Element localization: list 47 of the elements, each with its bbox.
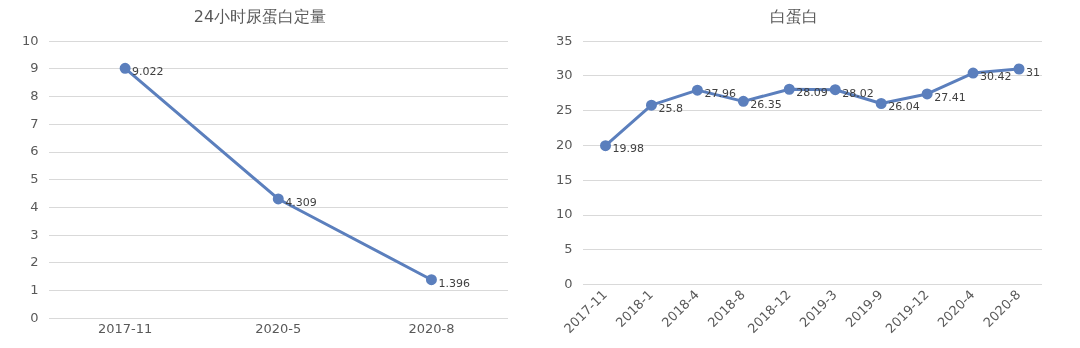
y-tick-label: 0 [30,309,39,325]
point [875,98,887,109]
data-label: 31 [1026,65,1041,79]
point [921,88,933,100]
y-tick-label: 15 [556,171,573,187]
y-tick-label: 8 [30,88,39,104]
y-tick-label: 5 [564,241,573,257]
data-label: 30.42 [980,69,1012,83]
data-label: 19.98 [612,142,645,156]
point [1013,63,1025,75]
y-tick-label: 25 [556,102,573,118]
chart-title: 24小时尿蛋白定量 [193,6,327,26]
point [737,95,749,107]
y-tick-label: 10 [556,206,573,222]
data-label: 1.396 [438,276,470,290]
y-tick-label: 5 [30,171,39,187]
x-tick-label: 2020-5 [255,320,302,336]
data-label: 26.35 [750,98,782,112]
data-label: 26.04 [888,100,920,114]
point [691,84,703,96]
y-tick-label: 7 [30,115,39,131]
data-label: 9.022 [132,65,164,79]
data-label: 25.8 [658,102,683,116]
x-tick-label: 2017-11 [97,320,153,336]
y-tick-label: 3 [30,226,39,242]
point [272,193,284,205]
chart-title: 白蛋白 [770,6,818,26]
x-tick-label: 2020-8 [408,320,455,336]
y-tick-label: 9 [30,60,39,76]
point [600,140,612,152]
y-tick-label: 6 [30,143,39,159]
y-tick-label: 35 [556,32,573,48]
point [425,274,437,286]
y-tick-label: 0 [564,275,573,291]
y-tick-label: 20 [556,136,573,152]
point [967,67,979,79]
data-label: 27.41 [934,90,966,104]
data-label: 4.309 [285,195,317,209]
y-tick-label: 4 [30,198,39,214]
point [829,84,841,96]
y-tick-label: 2 [30,254,39,270]
y-tick-label: 1 [30,282,39,298]
y-tick-label: 10 [22,32,39,48]
point [645,99,657,111]
point [783,83,795,95]
point [119,62,131,74]
y-tick-label: 30 [556,67,573,83]
